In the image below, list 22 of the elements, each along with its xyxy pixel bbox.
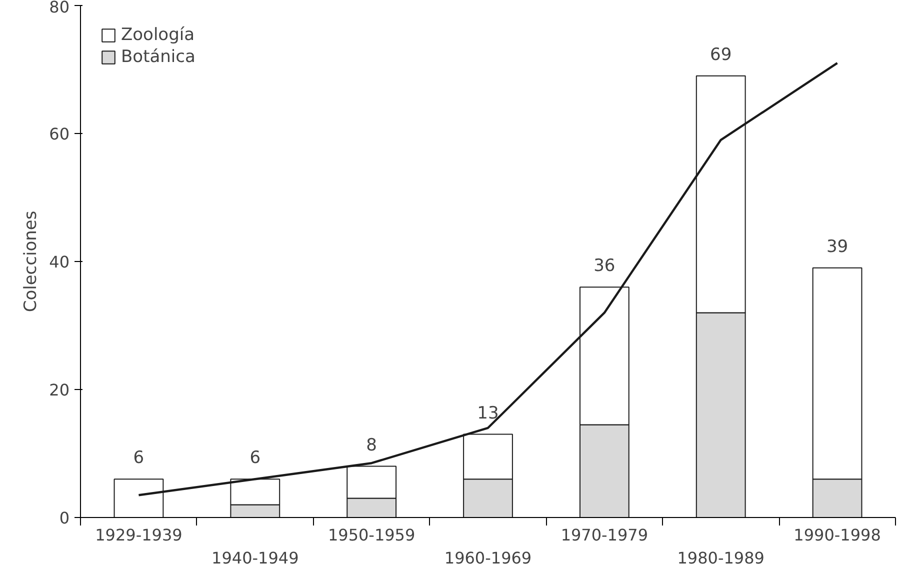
x-tick-label: 1950-1959 [328,526,416,544]
total-label: 8 [366,435,377,456]
y-axis-title: Colecciones [21,210,42,312]
y-tick-label: 20 [49,380,70,400]
total-label: 6 [133,448,144,468]
y-tick-label: 80 [49,0,70,16]
total-label: 13 [477,403,499,424]
y-tick-label: 40 [49,252,70,272]
x-tick-label: 1970-1979 [560,526,648,544]
x-tick-label: 1980-1989 [677,548,764,568]
y-tick-label: 0 [59,508,70,528]
total-label: 69 [710,44,732,65]
legend-label: Botánica [121,47,196,67]
y-tick-label: 60 [49,124,70,144]
x-tick-label: 1960-1969 [444,548,532,568]
total-label: 6 [250,448,261,468]
legend-label: Zoología [121,25,195,45]
x-tick-label: 1990-1998 [794,526,881,544]
x-tick-label: 1940-1949 [212,548,299,568]
total-label: 36 [594,256,616,276]
x-tick-label: 1929-1939 [95,526,182,544]
total-label: 39 [826,236,848,257]
